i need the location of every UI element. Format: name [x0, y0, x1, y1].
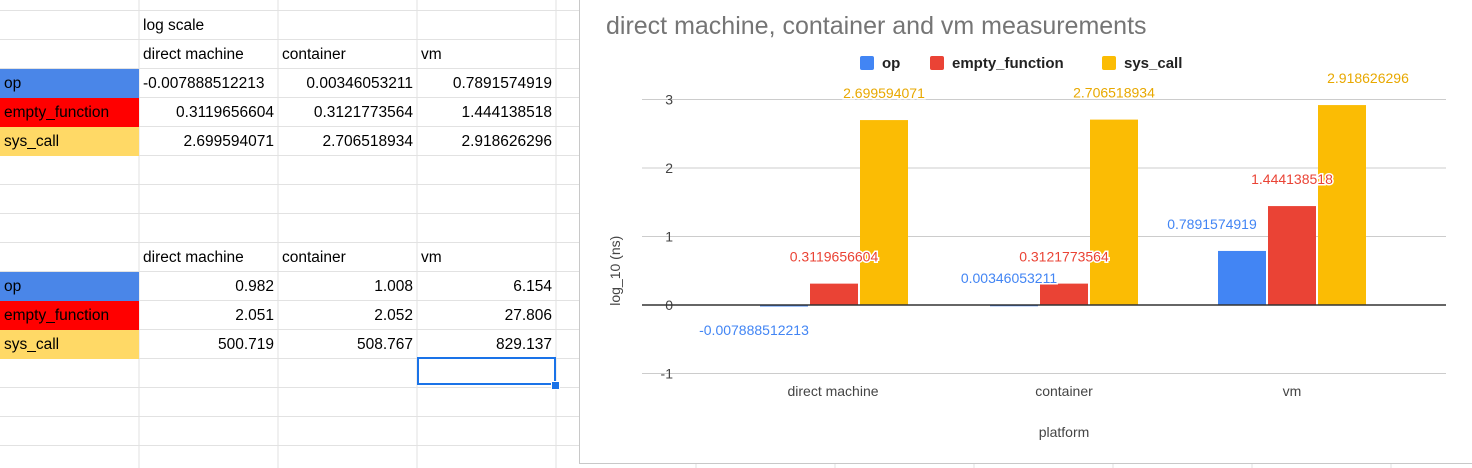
legend-label-sys-call: sys_call: [1124, 55, 1182, 72]
bar-chart: direct machine, container and vm measure…: [606, 12, 1446, 440]
log-row-label-op[interactable]: op: [0, 69, 139, 98]
bar-op-2: [1218, 250, 1266, 305]
data-label-sys-call-1: 2.706518934: [1073, 85, 1155, 101]
log-scale-header[interactable]: log scale: [143, 17, 205, 34]
log-sys-call-container[interactable]: 2.706518934: [322, 133, 413, 150]
bar-empty-function-1: [1040, 283, 1088, 305]
log-row-label-empty-function[interactable]: empty_function: [0, 98, 139, 127]
log-empty-function-direct-machine[interactable]: 0.3119656604: [176, 104, 274, 121]
raw-col-header-vm[interactable]: vm: [421, 249, 442, 266]
log-empty-function-container[interactable]: 0.3121773564: [313, 104, 413, 121]
y-tick-label: 2: [665, 160, 673, 176]
bar-empty-function-2: [1268, 206, 1316, 305]
log-col-header-vm[interactable]: vm: [421, 46, 442, 63]
log-op-vm[interactable]: 0.7891574919: [452, 75, 552, 92]
log-row-label-sys-call[interactable]: sys_call: [0, 127, 139, 156]
y-tick-label: 1: [665, 229, 673, 245]
legend-label-op: op: [882, 55, 900, 72]
raw-sys-call-direct-machine[interactable]: 500.719: [217, 336, 274, 353]
data-label-sys-call-0: 2.699594071: [843, 85, 925, 101]
raw-row-label-empty-function[interactable]: empty_function: [0, 301, 139, 330]
y-tick-label: 3: [665, 92, 673, 108]
log-empty-function-vm[interactable]: 1.444138518: [461, 104, 552, 121]
selected-cell[interactable]: [417, 357, 556, 385]
x-tick-label: direct machine: [787, 383, 878, 399]
raw-op-container[interactable]: 1.008: [374, 278, 413, 295]
legend-swatch-op: [860, 56, 874, 70]
bar-sys-call-0: [860, 120, 908, 305]
x-tick-label: vm: [1283, 383, 1302, 399]
raw-op-vm[interactable]: 6.154: [513, 278, 552, 295]
data-label-op-0: -0.007888512213: [699, 322, 809, 338]
log-sys-call-vm[interactable]: 2.918626296: [461, 133, 552, 150]
raw-op-direct-machine[interactable]: 0.982: [235, 278, 274, 295]
log-op-container[interactable]: 0.00346053211: [306, 75, 413, 92]
legend-swatch-empty-function: [930, 56, 944, 70]
bar-empty-function-0: [810, 283, 858, 305]
log-col-header-container[interactable]: container: [282, 46, 346, 63]
x-axis-title: platform: [1039, 424, 1090, 440]
embedded-chart[interactable]: direct machine, container and vm measure…: [579, 0, 1472, 464]
raw-empty-function-direct-machine[interactable]: 2.051: [235, 307, 274, 324]
legend-swatch-sys-call: [1102, 56, 1116, 70]
data-label-op-2: 0.7891574919: [1167, 216, 1257, 232]
chart-title: direct machine, container and vm measure…: [606, 12, 1147, 40]
data-label-empty-function-2: 1.444138518: [1251, 171, 1333, 187]
raw-empty-function-container[interactable]: 2.052: [374, 307, 413, 324]
bar-sys-call-1: [1090, 119, 1138, 305]
data-label-sys-call-2: 2.918626296: [1327, 70, 1409, 86]
y-axis-title: log_10 (ns): [607, 236, 623, 306]
data-label-empty-function-1: 0.3121773564: [1019, 249, 1109, 265]
y-tick-label: -1: [661, 366, 674, 382]
data-label-op-1: 0.00346053211: [961, 270, 1057, 286]
legend-label-empty-function: empty_function: [952, 55, 1064, 72]
raw-empty-function-vm[interactable]: 27.806: [504, 307, 552, 324]
fill-handle[interactable]: [551, 381, 560, 390]
log-op-direct-machine[interactable]: -0.007888512213: [143, 75, 265, 92]
log-col-header-direct-machine[interactable]: direct machine: [143, 46, 244, 63]
x-tick-label: container: [1035, 383, 1093, 399]
log-sys-call-direct-machine[interactable]: 2.699594071: [183, 133, 274, 150]
raw-col-header-direct-machine[interactable]: direct machine: [143, 249, 244, 266]
raw-sys-call-container[interactable]: 508.767: [356, 336, 413, 353]
raw-row-label-op[interactable]: op: [0, 272, 139, 301]
raw-row-label-sys-call[interactable]: sys_call: [0, 330, 139, 359]
raw-sys-call-vm[interactable]: 829.137: [495, 336, 552, 353]
bar-sys-call-2: [1318, 105, 1366, 305]
raw-col-header-container[interactable]: container: [282, 249, 346, 266]
data-label-empty-function-0: 0.3119656604: [790, 249, 879, 265]
